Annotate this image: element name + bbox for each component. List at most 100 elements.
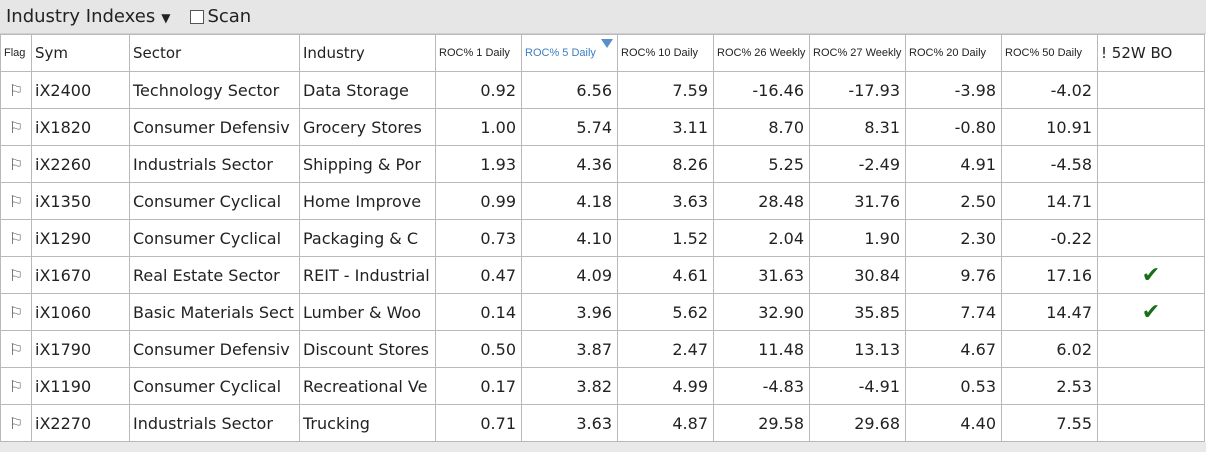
row-roc-26-weekly: 28.48	[713, 182, 810, 220]
row-roc-1-daily: 0.50	[435, 330, 522, 368]
row-roc-50-daily: 17.16	[1001, 256, 1098, 294]
row-sector: Real Estate Sector	[129, 256, 300, 294]
row-industry: Data Storage	[299, 71, 436, 109]
column-header-roc-50-daily[interactable]: ROC% 50 Daily	[1001, 34, 1098, 72]
column-header-52w-breakout[interactable]: ! 52W BO	[1097, 34, 1205, 72]
row-52w-breakout	[1097, 330, 1205, 368]
row-roc-27-weekly: -2.49	[809, 145, 906, 183]
row-roc-5-daily: 4.09	[521, 256, 618, 294]
column-header-roc-10-daily[interactable]: ROC% 10 Daily	[617, 34, 714, 72]
row-industry: Packaging & C	[299, 219, 436, 257]
row-sector: Technology Sector	[129, 71, 300, 109]
row-roc-10-daily: 4.99	[617, 367, 714, 405]
column-header-roc-1-daily[interactable]: ROC% 1 Daily	[435, 34, 522, 72]
row-52w-breakout	[1097, 404, 1205, 442]
row-roc-1-daily: 0.47	[435, 256, 522, 294]
row-roc-5-daily: 4.36	[521, 145, 618, 183]
row-symbol: iX1190	[31, 367, 130, 405]
row-roc-5-daily: 3.63	[521, 404, 618, 442]
row-52w-breakout: ✔	[1097, 293, 1205, 331]
table-row[interactable]: ⚐ iX2400 Technology Sector Data Storage 0.92…	[0, 71, 1205, 109]
row-sector: Consumer Defensiv	[129, 108, 300, 146]
row-sector: Consumer Cyclical	[129, 219, 300, 257]
row-symbol: iX2400	[31, 71, 130, 109]
table-row[interactable]: ⚐ iX2270 Industrials Sector Trucking 0.71 3.6…	[0, 404, 1205, 442]
row-roc-1-daily: 0.17	[435, 367, 522, 405]
column-header-industry[interactable]: Industry	[299, 34, 436, 72]
column-header-sector[interactable]: Sector	[129, 34, 300, 72]
table-row[interactable]: ⚐ iX1820 Consumer Defensiv Grocery Stores 1.…	[0, 108, 1205, 146]
row-roc-20-daily: 4.67	[905, 330, 1002, 368]
flag-icon[interactable]: ⚐	[0, 404, 32, 442]
table-row[interactable]: ⚐ iX1790 Consumer Defensiv Discount Stores 0…	[0, 330, 1205, 368]
toolbar: Industry Indexes ▼ Scan	[0, 0, 1206, 34]
row-roc-1-daily: 0.99	[435, 182, 522, 220]
row-roc-1-daily: 1.93	[435, 145, 522, 183]
row-roc-50-daily: 6.02	[1001, 330, 1098, 368]
row-roc-50-daily: -4.02	[1001, 71, 1098, 109]
row-roc-10-daily: 1.52	[617, 219, 714, 257]
flag-icon[interactable]: ⚐	[0, 71, 32, 109]
industry-table: Flag Sym Sector Industry ROC% 1 Daily RO…	[0, 34, 1205, 442]
row-sector: Industrials Sector	[129, 404, 300, 442]
row-roc-27-weekly: 13.13	[809, 330, 906, 368]
row-industry: REIT - Industrial	[299, 256, 436, 294]
table-row[interactable]: ⚐ iX1350 Consumer Cyclical Home Improve 0.99…	[0, 182, 1205, 220]
row-roc-27-weekly: 29.68	[809, 404, 906, 442]
flag-icon[interactable]: ⚐	[0, 145, 32, 183]
flag-icon[interactable]: ⚐	[0, 367, 32, 405]
flag-icon[interactable]: ⚐	[0, 219, 32, 257]
row-roc-20-daily: 4.40	[905, 404, 1002, 442]
row-roc-5-daily: 4.10	[521, 219, 618, 257]
flag-icon[interactable]: ⚐	[0, 330, 32, 368]
row-roc-10-daily: 5.62	[617, 293, 714, 331]
row-roc-27-weekly: 8.31	[809, 108, 906, 146]
column-header-roc-20-daily[interactable]: ROC% 20 Daily	[905, 34, 1002, 72]
table-row[interactable]: ⚐ iX1060 Basic Materials Sect Lumber & Woo 0…	[0, 293, 1205, 331]
row-symbol: iX1790	[31, 330, 130, 368]
row-roc-26-weekly: -16.46	[713, 71, 810, 109]
table-row[interactable]: ⚐ iX1290 Consumer Cyclical Packaging & C 0.7…	[0, 219, 1205, 257]
column-header-flag[interactable]: Flag	[0, 34, 32, 72]
row-roc-27-weekly: 35.85	[809, 293, 906, 331]
chevron-down-icon[interactable]: ▼	[161, 10, 171, 25]
row-roc-50-daily: 7.55	[1001, 404, 1098, 442]
table-row[interactable]: ⚐ iX2260 Industrials Sector Shipping & Por 1…	[0, 145, 1205, 183]
flag-icon[interactable]: ⚐	[0, 256, 32, 294]
row-roc-20-daily: -0.80	[905, 108, 1002, 146]
row-roc-26-weekly: 29.58	[713, 404, 810, 442]
table-row[interactable]: ⚐ iX1670 Real Estate Sector REIT - Industri…	[0, 256, 1205, 294]
row-roc-20-daily: 4.91	[905, 145, 1002, 183]
row-roc-5-daily: 6.56	[521, 71, 618, 109]
column-header-roc-26-weekly[interactable]: ROC% 26 Weekly	[713, 34, 810, 72]
row-roc-5-daily: 4.18	[521, 182, 618, 220]
row-roc-20-daily: 0.53	[905, 367, 1002, 405]
row-symbol: iX1820	[31, 108, 130, 146]
column-header-roc-27-weekly[interactable]: ROC% 27 Weekly	[809, 34, 906, 72]
row-symbol: iX1670	[31, 256, 130, 294]
industry-indexes-dropdown[interactable]: Industry Indexes ▼	[0, 6, 170, 27]
row-symbol: iX2270	[31, 404, 130, 442]
window-title: Industry Indexes	[6, 6, 156, 27]
checkmark-icon: ✔	[1141, 262, 1161, 288]
row-industry: Trucking	[299, 404, 436, 442]
row-roc-10-daily: 3.63	[617, 182, 714, 220]
row-52w-breakout	[1097, 108, 1205, 146]
column-header-sym[interactable]: Sym	[31, 34, 130, 72]
column-header-roc-5-daily[interactable]: ROC% 5 Daily	[521, 34, 618, 72]
flag-icon[interactable]: ⚐	[0, 182, 32, 220]
row-roc-50-daily: 2.53	[1001, 367, 1098, 405]
row-roc-10-daily: 2.47	[617, 330, 714, 368]
flag-icon[interactable]: ⚐	[0, 108, 32, 146]
flag-icon[interactable]: ⚐	[0, 293, 32, 331]
table-row[interactable]: ⚐ iX1190 Consumer Cyclical Recreational Ve 0…	[0, 367, 1205, 405]
header-row: Flag Sym Sector Industry ROC% 1 Daily RO…	[0, 34, 1205, 72]
row-roc-5-daily: 3.82	[521, 367, 618, 405]
row-symbol: iX2260	[31, 145, 130, 183]
scan-checkbox[interactable]	[190, 9, 205, 24]
row-sector: Basic Materials Sect	[129, 293, 300, 331]
row-roc-10-daily: 4.61	[617, 256, 714, 294]
scan-toggle[interactable]: Scan	[190, 6, 251, 27]
row-industry: Grocery Stores	[299, 108, 436, 146]
horizontal-scrollbar[interactable]	[0, 442, 1206, 452]
